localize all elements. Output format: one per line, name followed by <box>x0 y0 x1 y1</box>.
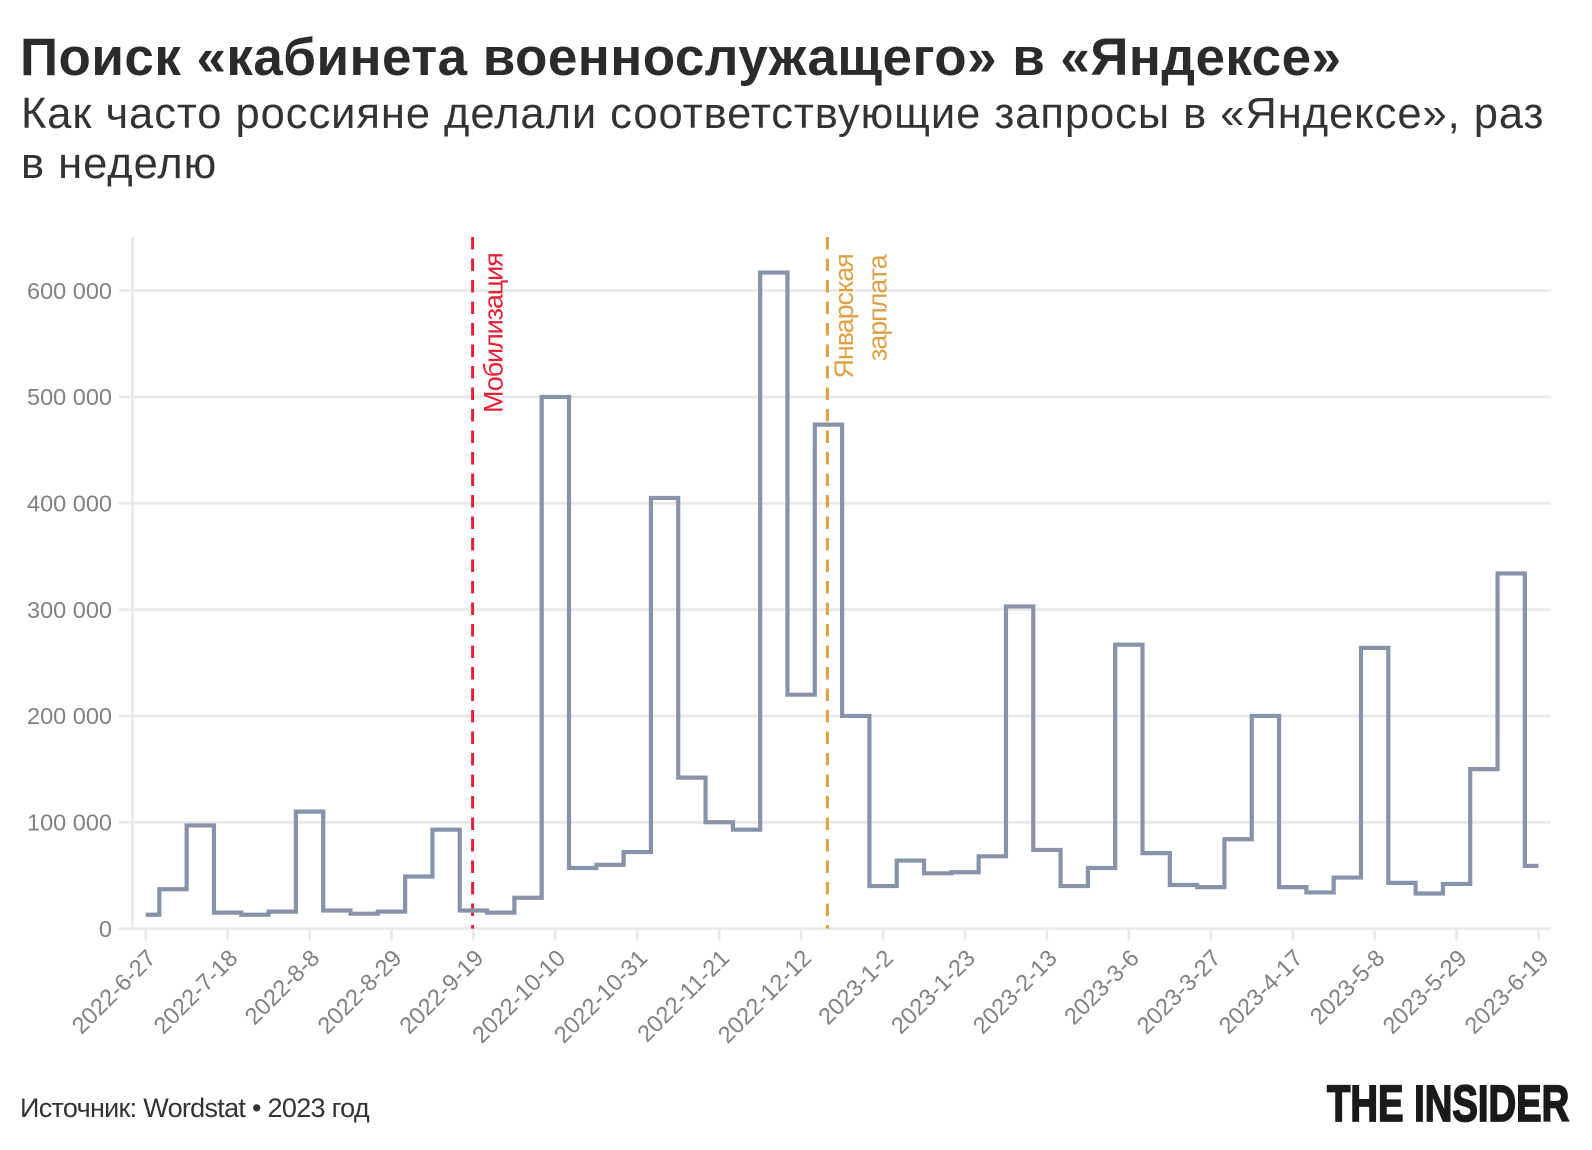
svg-text:2023-3-6: 2023-3-6 <box>1059 945 1144 1030</box>
svg-text:2023-1-2: 2023-1-2 <box>813 945 898 1030</box>
svg-text:2023-6-19: 2023-6-19 <box>1459 945 1553 1039</box>
svg-text:0: 0 <box>99 916 112 942</box>
svg-text:2023-2-13: 2023-2-13 <box>968 945 1062 1039</box>
svg-text:600 000: 600 000 <box>27 278 112 304</box>
svg-text:300 000: 300 000 <box>27 597 112 623</box>
svg-text:2022-7-18: 2022-7-18 <box>149 945 243 1039</box>
svg-text:100 000: 100 000 <box>27 809 112 835</box>
svg-text:2023-3-27: 2023-3-27 <box>1132 945 1226 1039</box>
svg-text:2023-4-17: 2023-4-17 <box>1214 945 1308 1039</box>
svg-text:400 000: 400 000 <box>27 490 112 516</box>
svg-text:Мобилизация: Мобилизация <box>479 253 509 413</box>
svg-text:500 000: 500 000 <box>27 384 112 410</box>
svg-text:200 000: 200 000 <box>27 703 112 729</box>
svg-text:2022-8-8: 2022-8-8 <box>240 945 325 1030</box>
svg-text:2023-5-8: 2023-5-8 <box>1305 945 1390 1030</box>
svg-text:2022-8-29: 2022-8-29 <box>312 945 406 1039</box>
svg-text:2023-5-29: 2023-5-29 <box>1377 945 1471 1039</box>
svg-text:2022-6-27: 2022-6-27 <box>67 945 161 1039</box>
svg-text:2023-1-23: 2023-1-23 <box>886 945 980 1039</box>
